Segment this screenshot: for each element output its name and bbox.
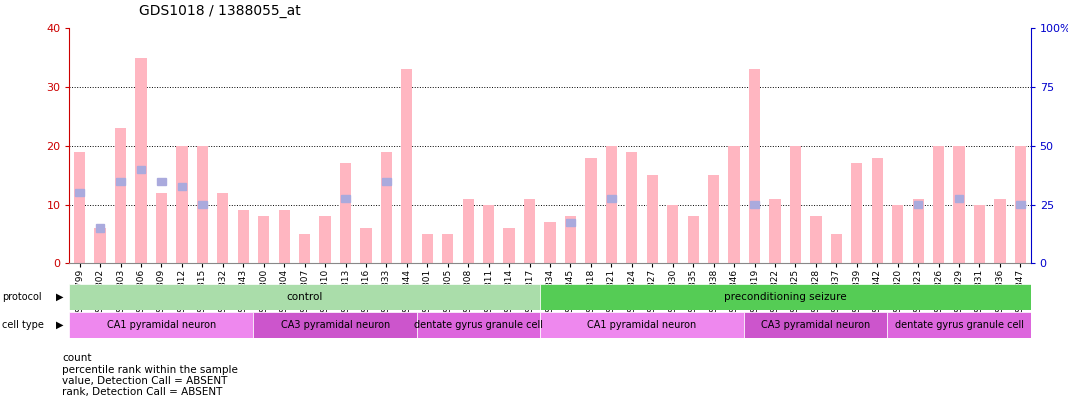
Bar bbox=[1015, 146, 1026, 263]
Text: ▶: ▶ bbox=[56, 292, 63, 302]
Bar bbox=[626, 152, 638, 263]
Bar bbox=[382, 177, 391, 185]
Bar bbox=[892, 205, 904, 263]
Bar bbox=[539, 312, 744, 338]
Bar bbox=[994, 199, 1006, 263]
Text: count: count bbox=[62, 354, 92, 363]
Text: dentate gyrus granule cell: dentate gyrus granule cell bbox=[895, 320, 1023, 330]
Bar bbox=[76, 189, 84, 196]
Bar bbox=[688, 216, 698, 263]
Bar bbox=[253, 312, 418, 338]
Bar bbox=[607, 195, 615, 202]
Bar bbox=[974, 205, 985, 263]
Bar bbox=[524, 199, 535, 263]
Bar bbox=[933, 146, 944, 263]
Bar bbox=[811, 216, 821, 263]
Bar bbox=[545, 222, 555, 263]
Bar bbox=[851, 164, 862, 263]
Bar bbox=[954, 146, 964, 263]
Bar bbox=[258, 216, 269, 263]
Bar bbox=[668, 205, 678, 263]
Bar bbox=[177, 183, 186, 190]
Bar bbox=[69, 312, 253, 338]
Bar bbox=[96, 224, 105, 232]
Bar bbox=[769, 199, 781, 263]
Bar bbox=[646, 175, 658, 263]
Bar bbox=[199, 201, 206, 208]
Bar bbox=[299, 234, 310, 263]
Bar bbox=[790, 146, 801, 263]
Text: CA3 pyramidal neuron: CA3 pyramidal neuron bbox=[761, 320, 870, 330]
Bar bbox=[360, 228, 372, 263]
Bar bbox=[381, 152, 392, 263]
Text: CA3 pyramidal neuron: CA3 pyramidal neuron bbox=[281, 320, 390, 330]
Bar bbox=[157, 177, 166, 185]
Text: cell type: cell type bbox=[2, 320, 44, 330]
Text: CA1 pyramidal neuron: CA1 pyramidal neuron bbox=[107, 320, 216, 330]
Bar bbox=[914, 201, 923, 208]
Bar bbox=[585, 158, 597, 263]
Bar bbox=[217, 193, 229, 263]
Bar bbox=[136, 58, 146, 263]
Text: GDS1018 / 1388055_at: GDS1018 / 1388055_at bbox=[139, 4, 300, 18]
Bar bbox=[340, 164, 351, 263]
Bar bbox=[565, 216, 576, 263]
Bar bbox=[116, 177, 125, 185]
Bar bbox=[94, 228, 106, 263]
Bar bbox=[566, 219, 575, 226]
Text: value, Detection Call = ABSENT: value, Detection Call = ABSENT bbox=[62, 376, 227, 386]
Text: CA1 pyramidal neuron: CA1 pyramidal neuron bbox=[587, 320, 696, 330]
Bar bbox=[237, 211, 249, 263]
Bar bbox=[176, 146, 188, 263]
Bar bbox=[955, 195, 963, 202]
Bar bbox=[422, 234, 433, 263]
Bar bbox=[115, 128, 126, 263]
Bar bbox=[462, 199, 474, 263]
Bar bbox=[483, 205, 494, 263]
Bar bbox=[402, 70, 412, 263]
Bar bbox=[1016, 201, 1024, 208]
Bar bbox=[137, 166, 145, 173]
Bar bbox=[197, 146, 208, 263]
Bar bbox=[69, 284, 539, 310]
Bar bbox=[831, 234, 842, 263]
Bar bbox=[749, 70, 760, 263]
Bar bbox=[156, 193, 167, 263]
Text: rank, Detection Call = ABSENT: rank, Detection Call = ABSENT bbox=[62, 388, 222, 397]
Bar bbox=[912, 199, 924, 263]
Bar bbox=[888, 312, 1031, 338]
Bar bbox=[442, 234, 454, 263]
Bar bbox=[751, 201, 758, 208]
Text: protocol: protocol bbox=[2, 292, 42, 302]
Bar bbox=[342, 195, 349, 202]
Bar bbox=[503, 228, 515, 263]
Bar bbox=[744, 312, 888, 338]
Bar bbox=[728, 146, 740, 263]
Bar bbox=[606, 146, 617, 263]
Bar bbox=[279, 211, 289, 263]
Bar bbox=[871, 158, 883, 263]
Text: ▶: ▶ bbox=[56, 320, 63, 330]
Text: preconditioning seizure: preconditioning seizure bbox=[724, 292, 847, 302]
Bar bbox=[74, 152, 85, 263]
Bar bbox=[319, 216, 331, 263]
Bar bbox=[418, 312, 539, 338]
Text: percentile rank within the sample: percentile rank within the sample bbox=[62, 365, 238, 375]
Text: dentate gyrus granule cell: dentate gyrus granule cell bbox=[414, 320, 543, 330]
Bar bbox=[708, 175, 719, 263]
Bar bbox=[539, 284, 1031, 310]
Text: control: control bbox=[286, 292, 323, 302]
